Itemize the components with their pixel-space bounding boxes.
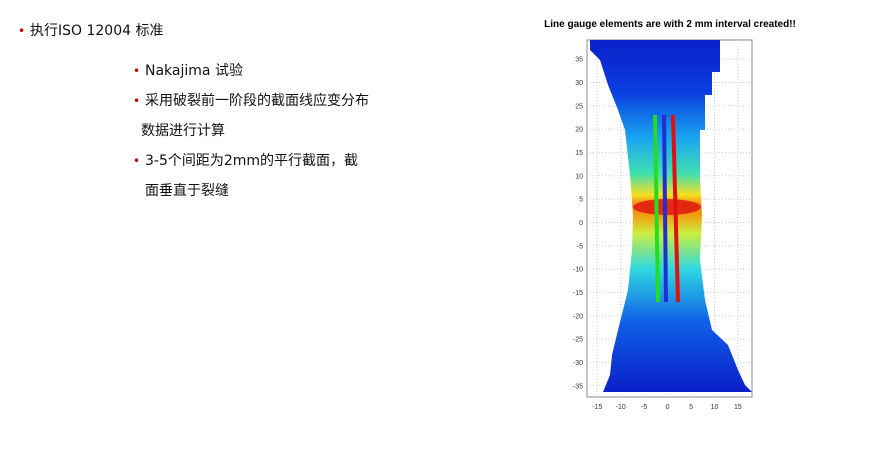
bullet: • 采用破裂前一阶段的截面线应变分布 数据进行计算	[133, 86, 369, 146]
bullet: • 3-5个间距为2mm的平行截面，截 面垂直于裂缝	[133, 146, 359, 206]
y-tick-label: -10	[573, 267, 583, 274]
bullet-text: 采用破裂前一阶段的截面线应变分布	[145, 93, 369, 109]
y-tick-label: -35	[573, 383, 583, 390]
bullet: • 执行ISO 12004 标准	[18, 16, 164, 46]
figure-title: Line gauge elements are with 2 mm interv…	[544, 19, 796, 30]
x-tick-label: 15	[734, 404, 742, 411]
bullet: • Nakajima 试验	[133, 56, 243, 86]
y-tick-label: -20	[573, 313, 583, 320]
x-tick-label: 5	[689, 404, 693, 411]
x-tick-label: 10	[711, 404, 719, 411]
strain-band	[633, 199, 701, 215]
y-tick-label: 35	[575, 57, 583, 64]
gauge-line	[662, 114, 668, 303]
gauge-line	[653, 114, 660, 303]
bullet-text: 执行ISO 12004 标准	[30, 23, 164, 39]
y-tick-label: -25	[573, 337, 583, 344]
y-tick-label: 25	[575, 103, 583, 110]
bullet-text: 3-5个间距为2mm的平行截面，截	[145, 153, 359, 169]
y-tick-label: 30	[575, 80, 583, 87]
y-tick-label: -30	[573, 360, 583, 367]
x-tick-label: -10	[616, 404, 626, 411]
bullet-text: 面垂直于裂缝	[145, 183, 229, 199]
bullet-text: Nakajima 试验	[145, 63, 243, 79]
x-tick-label: -15	[592, 404, 602, 411]
y-tick-label: 5	[579, 197, 583, 204]
specimen	[590, 40, 752, 392]
y-tick-label: -5	[577, 243, 583, 250]
gauge-line	[671, 114, 680, 303]
y-tick-label: 15	[575, 150, 583, 157]
x-tick-label: -5	[641, 404, 647, 411]
y-tick-label: -15	[573, 290, 583, 297]
x-tick-label: 0	[666, 404, 670, 411]
y-tick-label: 0	[579, 220, 583, 227]
y-tick-label: 20	[575, 127, 583, 134]
y-tick-label: 10	[575, 173, 583, 180]
bullet-text: 数据进行计算	[141, 123, 225, 139]
